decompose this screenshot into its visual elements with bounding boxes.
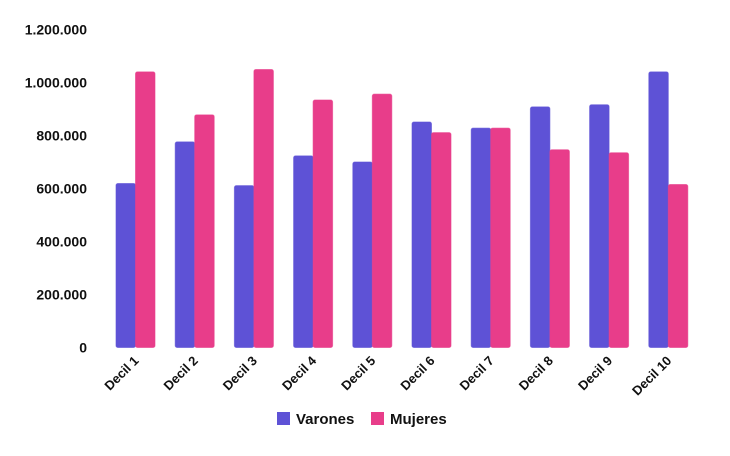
bar-mujeres-7 — [490, 127, 511, 348]
x-axis: Decil 1 Decil 2 Decil 3 Decil 4 Decil 5 Decil… — [101, 352, 674, 398]
bar-varones-9 — [589, 104, 610, 349]
bar-varones-8 — [529, 106, 551, 348]
bar-varones-10 — [648, 71, 669, 349]
x-tick-label: Decil 1 — [101, 353, 141, 393]
x-tick-label: Decil 3 — [220, 353, 260, 393]
x-tick-label: Decil 5 — [338, 353, 378, 393]
y-tick-label: 1.000.000 — [25, 75, 87, 91]
legend-label-mujeres: Mujeres — [390, 411, 447, 428]
bars — [115, 69, 689, 349]
x-tick-label: Decil 2 — [161, 353, 201, 393]
x-tick-label: Decil 9 — [575, 353, 615, 393]
y-tick-label: 400.000 — [36, 234, 87, 250]
x-tick-label: Decil 4 — [279, 352, 320, 393]
bar-mujeres-6 — [431, 132, 452, 348]
legend-label-varones: Varones — [296, 411, 354, 428]
bar-varones-3 — [233, 185, 255, 348]
legend-swatch-varones — [277, 412, 290, 425]
bar-mujeres-1 — [135, 71, 156, 349]
bar-mujeres-3 — [253, 69, 274, 348]
bar-mujeres-10 — [667, 184, 689, 348]
bar-varones-7 — [470, 127, 492, 348]
x-tick-label: Decil 10 — [629, 353, 674, 398]
bar-varones-5 — [352, 161, 373, 348]
y-tick-label: 200.000 — [36, 287, 87, 303]
x-tick-label: Decil 8 — [516, 353, 556, 393]
x-tick-label: Decil 7 — [457, 353, 497, 393]
bar-mujeres-8 — [549, 149, 570, 348]
legend-swatch-mujeres — [371, 412, 384, 425]
y-axis: 0 200.000 400.000 600.000 800.000 1.000.000 1.… — [25, 22, 88, 356]
bar-varones-2 — [174, 141, 196, 348]
bar-varones-1 — [115, 182, 136, 348]
y-tick-label: 0 — [79, 340, 87, 356]
bar-varones-4 — [293, 155, 314, 348]
legend: Varones Mujeres — [277, 411, 447, 428]
bar-varones-6 — [411, 121, 432, 348]
bar-mujeres-9 — [608, 152, 630, 348]
bar-mujeres-4 — [312, 99, 334, 348]
bar-mujeres-2 — [194, 114, 215, 348]
y-tick-label: 1.200.000 — [25, 22, 87, 38]
y-tick-label: 800.000 — [36, 128, 87, 144]
y-tick-label: 600.000 — [36, 181, 87, 197]
x-tick-label: Decil 6 — [397, 353, 437, 393]
bar-mujeres-5 — [371, 93, 393, 348]
